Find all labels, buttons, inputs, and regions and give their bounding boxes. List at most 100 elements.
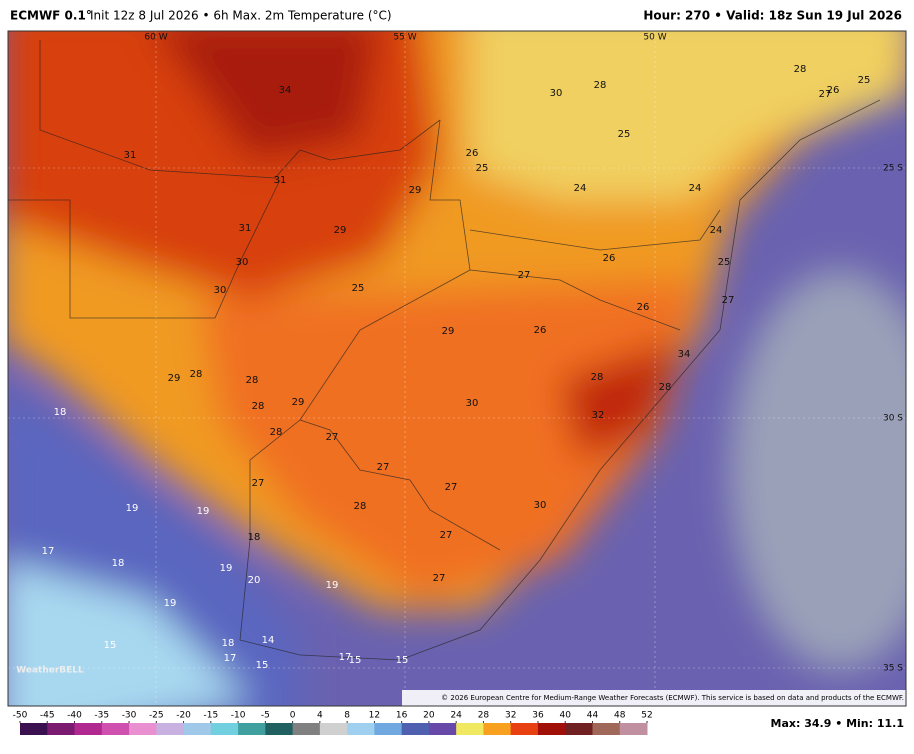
colorbar-tick-label: 4 <box>317 711 323 721</box>
temperature-label: 26 <box>827 85 840 96</box>
temperature-label: 34 <box>678 349 691 360</box>
colorbar-tick-label: -20 <box>176 711 191 721</box>
colorbar-tick-label: 48 <box>614 711 626 721</box>
colorbar-tick-label: 52 <box>641 711 652 721</box>
colorbar-tick-label: -5 <box>261 711 270 721</box>
temperature-label: 24 <box>689 183 702 194</box>
temperature-label: 25 <box>718 257 731 268</box>
colorbar-tick-label: 40 <box>559 711 571 721</box>
grid-label: 25 S <box>883 164 903 174</box>
temperature-label: 25 <box>352 283 365 294</box>
temperature-label: 18 <box>248 532 261 543</box>
logo: WeatherBELL <box>16 666 84 676</box>
temperature-label: 28 <box>794 64 807 75</box>
temperature-label: 30 <box>214 285 227 296</box>
temperature-label: 29 <box>168 373 181 384</box>
temperature-label: 15 <box>349 655 362 666</box>
temperature-label: 26 <box>534 325 547 336</box>
temperature-label: 17 <box>339 652 352 663</box>
color-swatch <box>592 723 621 735</box>
grid-label: 30 S <box>883 414 903 424</box>
color-swatch <box>456 723 484 735</box>
color-swatch <box>238 723 266 735</box>
temperature-label: 31 <box>124 150 137 161</box>
grid-label: 55 W <box>393 33 416 43</box>
color-swatch <box>183 723 212 735</box>
colorbar-tick-label: 32 <box>505 711 516 721</box>
color-swatch <box>265 723 294 735</box>
temperature-label: 26 <box>637 302 650 313</box>
colorbar: -50 -45 -40 -35 -30 -25 -20 -15 -10 -5 0 4 8 12 16 20 24… <box>13 711 653 735</box>
temperature-label: 18 <box>222 638 235 649</box>
colorbar-tick-label: -30 <box>122 711 137 721</box>
color-swatch <box>428 723 457 735</box>
temperature-label: 27 <box>252 478 265 489</box>
temperature-label: 29 <box>334 225 347 236</box>
colorbar-tick-label: -15 <box>203 711 218 721</box>
temperature-label: 15 <box>104 640 117 651</box>
temperature-label: 28 <box>190 369 203 380</box>
color-swatch <box>401 723 430 735</box>
copyright: © 2026 European Centre for Medium-Range … <box>441 694 904 702</box>
color-swatch <box>483 723 512 735</box>
colorbar-tick-label: -40 <box>67 711 82 721</box>
temperature-label: 28 <box>659 382 672 393</box>
color-swatch <box>565 723 593 735</box>
max-min: Max: 34.9 • Min: 11.1 <box>771 717 904 730</box>
map-frame <box>7 30 907 707</box>
temperature-label: 15 <box>396 655 409 666</box>
colorbar-tick-label: 12 <box>369 711 380 721</box>
temperature-label: 20 <box>248 575 261 586</box>
temperature-label: 32 <box>592 410 605 421</box>
temperature-label: 29 <box>442 326 455 337</box>
colorbar-tick-label: -10 <box>231 711 246 721</box>
temperature-label: 28 <box>246 375 259 386</box>
temperature-label: 27 <box>445 482 458 493</box>
borders <box>8 40 881 661</box>
copyright-box <box>402 690 906 706</box>
temperature-label: 15 <box>256 660 269 671</box>
temperature-label: 18 <box>112 558 125 569</box>
temperature-label: 17 <box>224 653 237 664</box>
temperature-label: 18 <box>54 407 67 418</box>
temperature-label: 27 <box>722 295 735 306</box>
temperature-label: 28 <box>270 427 283 438</box>
colorbar-tick-label: -25 <box>149 711 164 721</box>
temperature-label: 27 <box>433 573 446 584</box>
temperature-label: 19 <box>164 598 177 609</box>
colorbar-tick-label: 16 <box>396 711 408 721</box>
temperature-label: 31 <box>274 175 287 186</box>
valid-time: Hour: 270 • Valid: 18z Sun 19 Jul 2026 <box>643 9 902 23</box>
color-swatch <box>319 723 348 735</box>
temperature-label: 19 <box>220 563 233 574</box>
temperature-label: 26 <box>603 253 616 264</box>
temperature-label: 25 <box>618 129 631 140</box>
color-swatch <box>210 723 239 735</box>
temperature-label: 14 <box>262 635 275 646</box>
temperature-label: 27 <box>326 432 339 443</box>
color-swatch <box>156 723 185 735</box>
temperature-label: 27 <box>518 270 531 281</box>
temperature-label: 31 <box>239 223 252 234</box>
temperature-label: 28 <box>354 501 367 512</box>
colorbar-tick-label: 20 <box>423 711 435 721</box>
colorbar-tick-label: -45 <box>40 711 55 721</box>
temperature-label: 28 <box>591 372 604 383</box>
colorbar-tick-label: 36 <box>532 711 544 721</box>
temperature-label: 19 <box>126 503 139 514</box>
temperature-label: 30 <box>550 88 563 99</box>
temperature-label: 30 <box>466 398 479 409</box>
temperature-label: 25 <box>858 75 871 86</box>
map-title: Init 12z 8 Jul 2026 • 6h Max. 2m Tempera… <box>90 9 392 23</box>
colorbar-tick-label: 8 <box>344 711 350 721</box>
color-swatch <box>20 723 48 735</box>
grid-label: 50 W <box>643 33 666 43</box>
color-swatch <box>101 723 130 735</box>
temperature-label: 19 <box>197 506 210 517</box>
temperature-label: 26 <box>466 148 479 159</box>
color-swatch <box>510 723 539 735</box>
grid-label: 35 S <box>883 664 903 674</box>
color-swatch <box>47 723 76 735</box>
